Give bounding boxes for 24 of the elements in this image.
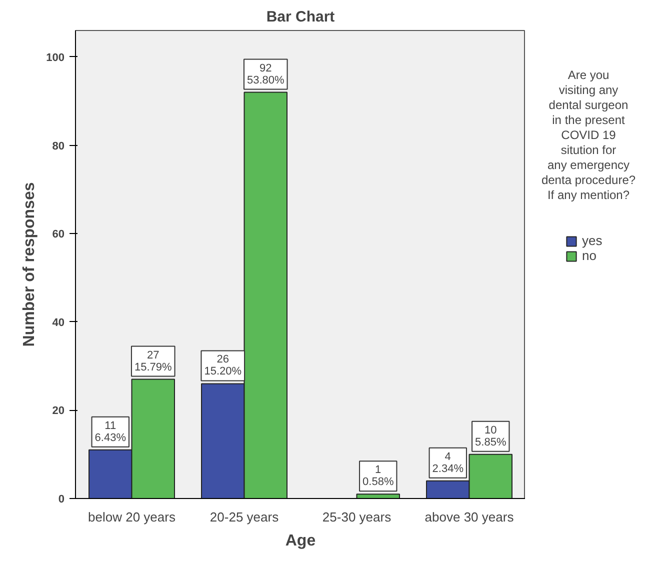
y-tick-label: 20: [52, 405, 65, 418]
legend-label: no: [582, 248, 598, 263]
text: Are you visiting any dental surgeon in the present COVID 19 sitution for any emergency denta procedure? If any mention?: [541, 68, 636, 202]
y-tick-label: 80: [52, 140, 65, 152]
data-label: 92 53.80%: [246, 62, 284, 86]
data-label: 1 0.58%: [362, 464, 394, 488]
data-label: 27 15.79%: [134, 349, 172, 374]
y-axis-title: Number of responses: [21, 182, 38, 347]
data-label: 26 15.20%: [204, 354, 242, 378]
data-label: 4 2.34%: [432, 450, 464, 475]
data-label: 11 6.43%: [94, 420, 126, 444]
y-tick-label: 100: [46, 52, 65, 64]
chart-title: Bar Chart: [266, 8, 335, 26]
data-label: 10 5.85%: [475, 424, 506, 448]
y-tick-label: 0: [58, 494, 65, 506]
x-tick-label: above 30 years: [424, 510, 514, 524]
x-tick-label: 20-25 years: [210, 510, 280, 524]
y-tick-label: 60: [52, 228, 65, 241]
x-tick-label: 25-30 years: [322, 510, 392, 524]
x-axis-title: Age: [285, 532, 316, 550]
legend-label: yes: [582, 233, 602, 248]
x-tick-label: below 20 years: [88, 510, 176, 524]
bar: [356, 494, 400, 498]
y-tick-label: 40: [52, 316, 65, 329]
